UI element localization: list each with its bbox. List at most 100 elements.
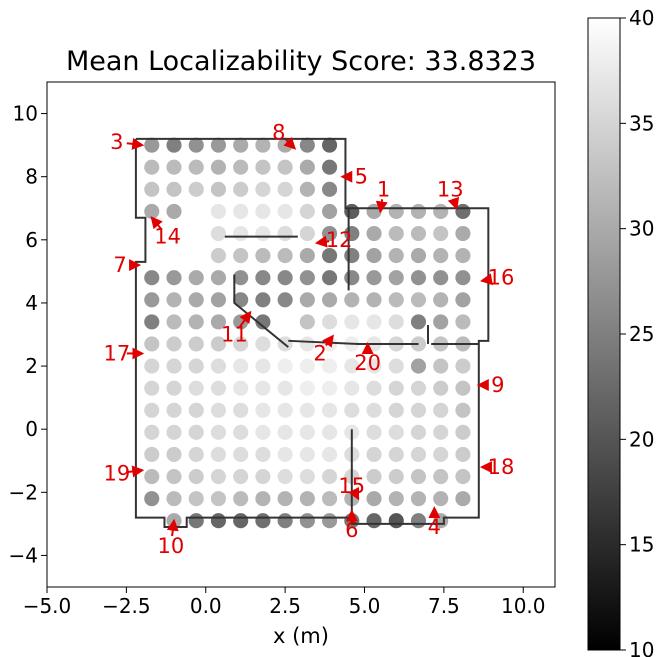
score-point <box>455 446 471 462</box>
x-tick-label: −2.5 <box>102 594 151 618</box>
score-point <box>277 446 293 462</box>
score-point <box>455 468 471 485</box>
score-point <box>410 358 427 374</box>
score-point <box>233 292 249 308</box>
score-point <box>210 380 227 396</box>
score-point <box>166 159 182 175</box>
score-point <box>277 491 293 507</box>
score-point <box>410 203 427 219</box>
annotation-arrow <box>283 136 297 150</box>
score-point <box>433 248 449 264</box>
score-point <box>255 513 271 529</box>
map-floor <box>135 138 489 528</box>
score-point <box>233 468 249 485</box>
annotation-label: 2 <box>313 341 326 365</box>
score-points <box>144 137 471 529</box>
score-point <box>366 468 382 485</box>
score-point <box>255 159 271 175</box>
score-point <box>388 513 404 529</box>
annotation-arrow <box>126 137 145 150</box>
score-point <box>322 402 338 418</box>
score-point <box>144 402 160 418</box>
annotation-arrow <box>348 486 360 501</box>
x-tick-label: 2.5 <box>269 594 301 618</box>
score-point <box>233 225 249 242</box>
plot-frame <box>46 81 556 588</box>
score-point <box>299 181 315 197</box>
score-point <box>455 248 471 264</box>
score-point <box>366 270 382 286</box>
score-point <box>344 380 360 396</box>
x-tick-label: 5.0 <box>349 594 381 618</box>
score-point <box>210 292 227 308</box>
score-point <box>255 292 271 308</box>
score-point <box>410 270 427 286</box>
score-point <box>144 203 160 219</box>
score-point <box>410 380 427 396</box>
score-point <box>455 225 471 242</box>
score-point <box>277 159 293 175</box>
score-point <box>166 468 182 485</box>
score-point <box>366 513 382 529</box>
score-point <box>322 513 338 529</box>
score-point <box>277 424 293 440</box>
annotation-arrow <box>322 334 334 348</box>
x-tick-label: 0.0 <box>190 594 222 618</box>
score-point <box>299 137 315 153</box>
score-point <box>388 468 404 485</box>
score-point <box>255 203 271 219</box>
score-point <box>233 248 249 264</box>
score-point <box>388 491 404 507</box>
score-point <box>410 424 427 440</box>
score-point <box>455 292 471 308</box>
score-point <box>233 513 249 529</box>
score-point <box>410 402 427 418</box>
score-point <box>166 336 182 352</box>
score-point <box>255 491 271 507</box>
score-point <box>255 468 271 485</box>
score-point <box>344 402 360 418</box>
score-point <box>410 225 427 242</box>
score-point <box>299 159 315 175</box>
score-point <box>455 358 471 374</box>
score-point <box>322 270 338 286</box>
score-point <box>322 446 338 462</box>
annotation-label: 4 <box>428 515 441 539</box>
annotation-label: 19 <box>103 461 130 485</box>
score-point <box>188 270 204 286</box>
annotation-arrow <box>126 465 145 478</box>
score-point <box>166 270 182 286</box>
score-point <box>366 314 382 330</box>
score-point <box>144 424 160 440</box>
score-point <box>433 402 449 418</box>
annotation-label: 14 <box>154 225 181 249</box>
score-point <box>299 402 315 418</box>
score-point <box>388 203 404 219</box>
x-tick-label: 10.0 <box>501 594 546 618</box>
score-point <box>188 380 204 396</box>
y-tick-label: 10 <box>13 102 38 126</box>
score-point <box>433 446 449 462</box>
score-point <box>322 314 338 330</box>
score-point <box>144 336 160 352</box>
score-point <box>299 446 315 462</box>
x-axis-ticks: −5.0 −2.5 0.0 2.5 5.0 7.5 10.0 <box>23 587 546 618</box>
score-point <box>366 248 382 264</box>
score-point <box>210 225 227 242</box>
score-point <box>410 336 427 352</box>
score-point <box>366 292 382 308</box>
score-point <box>166 314 182 330</box>
score-point <box>210 159 227 175</box>
x-axis-label: x (m) <box>273 624 329 648</box>
score-point <box>388 358 404 374</box>
score-point <box>366 225 382 242</box>
colorbar-tick-label: 25 <box>629 322 654 346</box>
score-point <box>322 292 338 308</box>
score-point <box>233 358 249 374</box>
score-point <box>455 314 471 330</box>
score-point <box>233 491 249 507</box>
score-point <box>433 468 449 485</box>
map-layer <box>135 138 489 528</box>
y-axis-ticks: −4 −2 0 2 4 6 8 10 <box>9 102 47 567</box>
annotation-label: 10 <box>157 534 184 558</box>
